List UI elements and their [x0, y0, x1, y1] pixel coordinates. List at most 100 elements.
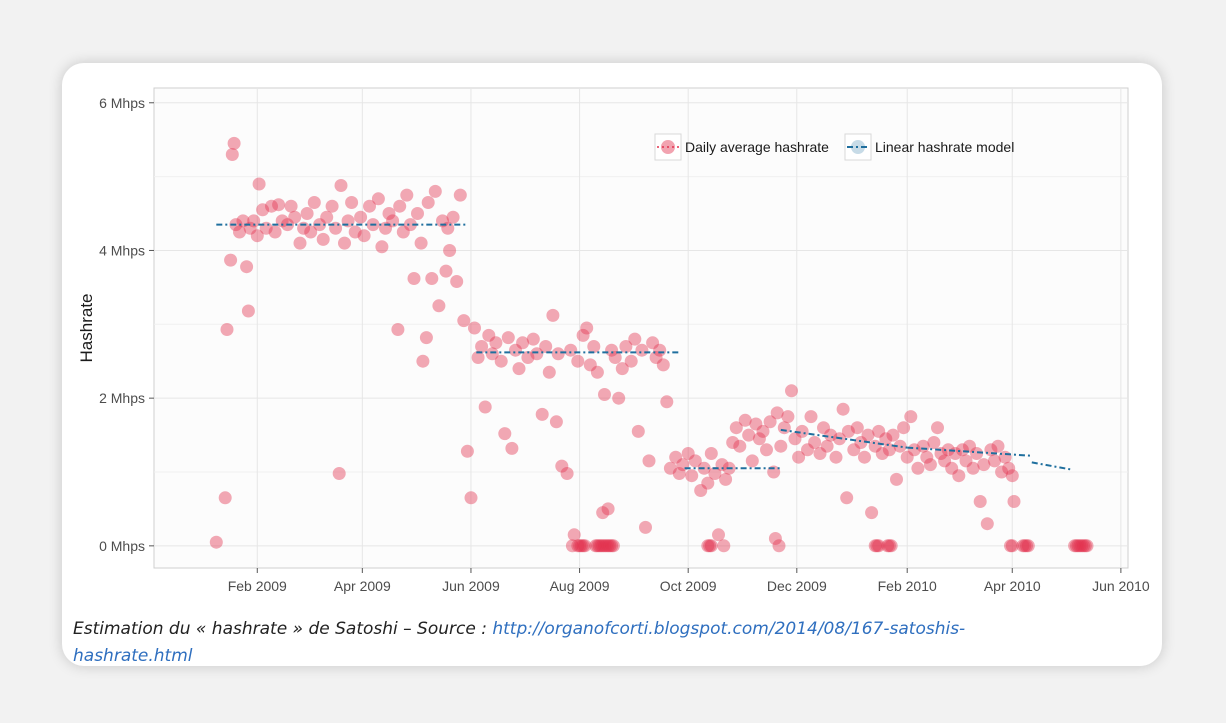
x-tick-label: Dec 2009: [767, 578, 827, 594]
data-point: [653, 343, 667, 357]
data-point: [516, 336, 530, 350]
data-point: [785, 384, 798, 398]
data-point: [875, 447, 889, 460]
data-point: [425, 272, 439, 285]
data-point: [606, 539, 620, 553]
data-point: [642, 454, 656, 468]
data-point: [970, 447, 984, 460]
legend: Daily average hashrate Linear hashrate m…: [654, 133, 1014, 161]
data-point: [963, 439, 976, 453]
data-point: [656, 358, 670, 372]
data-point: [760, 443, 773, 457]
data-point: [284, 199, 298, 213]
data-point: [599, 539, 613, 553]
data-point: [403, 218, 417, 232]
y-tick-label: 2 Mhps: [99, 390, 145, 406]
data-point: [596, 539, 610, 553]
data-point: [382, 207, 396, 220]
data-point: [927, 436, 941, 449]
data-point: [685, 469, 699, 483]
data-point: [421, 196, 435, 209]
data-point: [966, 461, 980, 475]
data-point: [701, 476, 715, 490]
x-tick-label: Apr 2010: [984, 578, 1041, 594]
data-point: [428, 184, 442, 198]
data-point: [772, 539, 786, 553]
data-point: [225, 148, 239, 161]
data-point: [660, 395, 674, 409]
data-point: [608, 351, 622, 364]
data-point: [555, 459, 569, 473]
data-point: [886, 428, 900, 442]
data-point: [897, 421, 911, 435]
data-point: [571, 539, 585, 553]
data-point: [416, 354, 430, 368]
data-point: [840, 491, 854, 505]
data-point: [868, 539, 882, 553]
data-point: [923, 458, 937, 472]
data-point: [240, 260, 254, 274]
data-point: [726, 436, 740, 449]
data-point: [357, 229, 371, 243]
data-point: [592, 539, 606, 553]
grid-lines: [154, 88, 1128, 568]
data-point: [316, 232, 330, 246]
data-point: [649, 351, 663, 364]
data-point: [485, 347, 499, 361]
data-point: [348, 225, 362, 239]
data-point: [457, 314, 471, 328]
hashrate-chart: 0 Mhps 2 Mhps 4 Mhps 6 Mhps Feb 2009 Apr 2009…: [77, 87, 1150, 594]
data-point: [583, 358, 597, 372]
data-point: [920, 450, 934, 464]
data-point: [749, 417, 763, 431]
data-point: [872, 424, 886, 438]
data-point: [574, 539, 588, 553]
data-point: [590, 539, 604, 553]
data-point: [265, 199, 278, 213]
data-point: [628, 332, 642, 346]
data-point: [1071, 539, 1085, 553]
axes: 0 Mhps 2 Mhps 4 Mhps 6 Mhps Feb 2009 Apr 2009…: [99, 95, 1150, 594]
data-point: [712, 528, 725, 542]
data-point: [663, 461, 677, 475]
data-point: [872, 539, 886, 553]
data-point: [233, 225, 246, 239]
data-point: [824, 428, 838, 442]
data-point: [1077, 539, 1090, 553]
data-point: [770, 406, 784, 420]
data-point: [345, 196, 359, 209]
data-point: [836, 402, 850, 416]
data-point: [293, 236, 307, 250]
data-point: [549, 415, 563, 429]
data-point: [1078, 539, 1092, 553]
data-point: [509, 343, 522, 357]
data-point: [546, 308, 560, 322]
data-point: [535, 407, 549, 421]
data-point: [272, 198, 286, 212]
data-point: [881, 539, 895, 553]
data-point: [1005, 469, 1019, 483]
data-point: [612, 391, 626, 405]
x-tick-label: Apr 2009: [334, 578, 391, 594]
data-point: [841, 424, 855, 438]
x-tick-label: Feb 2009: [228, 578, 287, 594]
data-point: [719, 472, 733, 486]
data-point: [482, 328, 496, 342]
data-point: [870, 539, 884, 553]
source-link[interactable]: http://organofcorti.blogspot.com/2014/08…: [73, 619, 966, 666]
data-point: [768, 532, 782, 545]
plot-panel: [153, 87, 1129, 569]
data-point: [742, 428, 756, 442]
data-point: [363, 199, 376, 213]
data-point: [1069, 539, 1083, 553]
data-point: [708, 467, 722, 480]
data-point: [307, 196, 321, 209]
data-point: [489, 336, 503, 350]
data-point: [694, 484, 708, 497]
data-point: [701, 539, 715, 553]
data-point: [733, 439, 747, 453]
data-point: [218, 491, 232, 505]
data-point: [1073, 539, 1087, 553]
data-point: [252, 177, 266, 191]
data-point: [624, 354, 638, 368]
